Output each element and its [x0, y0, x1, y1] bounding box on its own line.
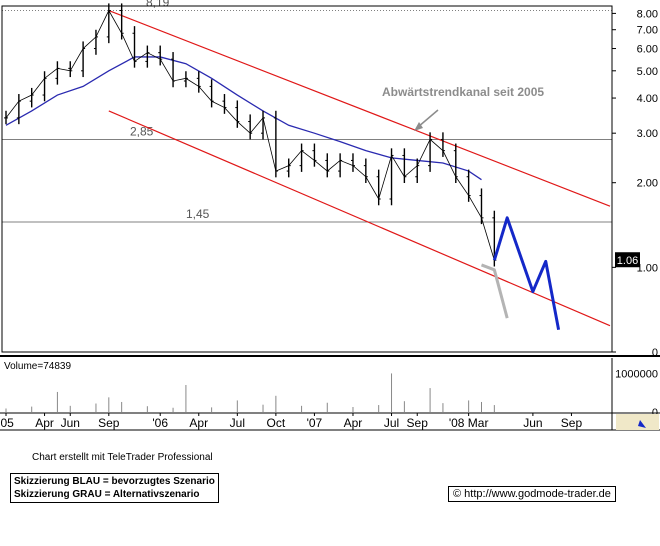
x-tick-label: Jun: [523, 416, 542, 430]
volume-tick-label: 0: [652, 407, 658, 419]
level-label: 8,19: [146, 0, 170, 10]
y-tick-label: 2.00: [637, 178, 658, 190]
scenario-gray-line: [480, 263, 509, 319]
channel-annotation: Abwärtstrendkanal seit 2005: [382, 85, 544, 99]
x-tick-label: '05: [0, 416, 14, 430]
x-tick-label: Jul: [384, 416, 399, 430]
volume-tick-label: 1000000: [615, 368, 658, 380]
level-label: 1,45: [186, 207, 210, 221]
price-panel-frame: [1, 5, 613, 353]
y-tick-label: 1.00: [637, 262, 658, 274]
y-tick-label: 5.00: [637, 66, 658, 78]
y-tick-label: 7.00: [637, 25, 658, 37]
x-tick-label: Oct: [267, 416, 286, 430]
x-tick-label: Apr: [35, 416, 54, 430]
x-tick-label: '07: [307, 416, 323, 430]
nav-arrow-icon: [638, 420, 646, 428]
x-tick-label: Jul: [230, 416, 245, 430]
x-tick-label: Sep: [407, 416, 429, 430]
channel-lower-line: [108, 110, 611, 327]
last-price-label: 1.06: [617, 255, 638, 267]
source-link[interactable]: © http://www.godmode-trader.de: [448, 486, 616, 502]
x-tick-label: Apr: [344, 416, 363, 430]
last-price-badge: [615, 252, 640, 268]
annotation-arrow: [417, 109, 439, 128]
volume-label: Volume=74839: [4, 361, 71, 372]
x-tick-label: Sep: [98, 416, 120, 430]
nav-corner-box: [616, 414, 659, 430]
chart-credit: Chart erstellt mit TeleTrader Profession…: [32, 452, 213, 463]
level-label: 2,85: [130, 124, 154, 138]
x-tick-label: Sep: [561, 416, 583, 430]
annotation-arrowhead: [414, 122, 423, 131]
y-tick-label: 3.00: [637, 128, 658, 140]
channel-upper-line: [108, 9, 611, 207]
scenario-legend: Skizzierung BLAU = bevorzugtes Szenario …: [10, 473, 219, 503]
x-tick-label: Apr: [189, 416, 208, 430]
legend-blue-scenario: Skizzierung BLAU = bevorzugtes Szenario: [14, 476, 215, 487]
y-tick-label: 0: [652, 347, 658, 359]
x-tick-label: Jun: [61, 416, 80, 430]
x-tick-label: '06: [152, 416, 168, 430]
price-close-line: [5, 9, 495, 261]
scenario-blue-line: [492, 216, 561, 331]
y-tick-label: 4.00: [637, 93, 658, 105]
moving-average-line: [5, 56, 482, 181]
legend-gray-scenario: Skizzierung GRAU = Alternativszenario: [14, 489, 200, 500]
y-tick-label: 8.00: [637, 8, 658, 20]
y-tick-label: 6.00: [637, 44, 658, 56]
x-tick-label: '08 Mar: [449, 416, 489, 430]
